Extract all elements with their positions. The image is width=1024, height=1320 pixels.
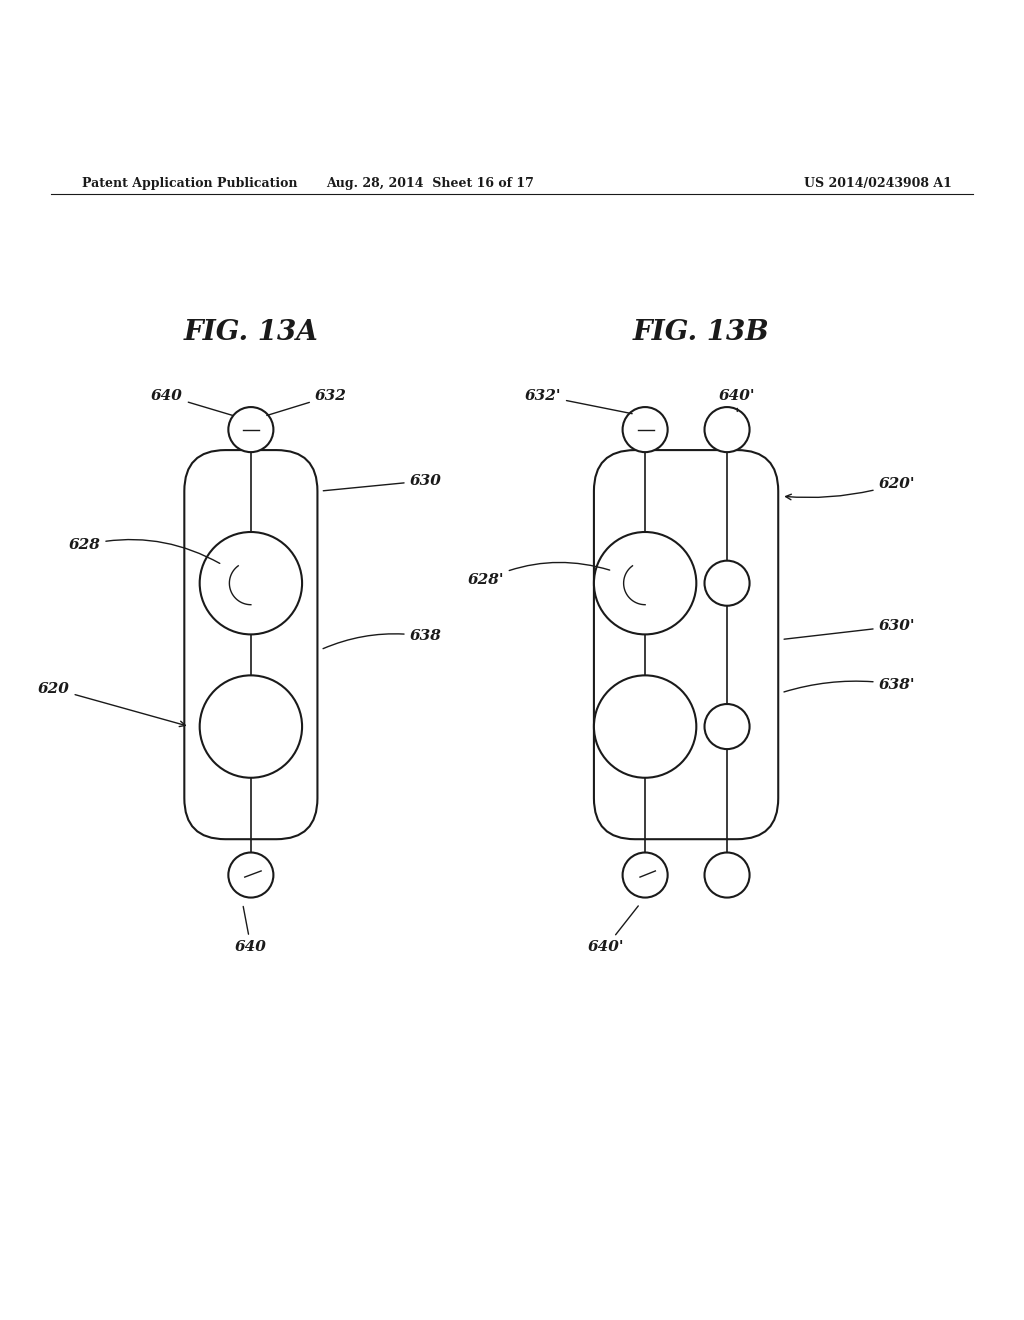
FancyBboxPatch shape: [184, 450, 317, 840]
Circle shape: [705, 561, 750, 606]
Text: 630': 630': [784, 619, 915, 639]
Circle shape: [705, 853, 750, 898]
Text: FIG. 13A: FIG. 13A: [183, 319, 318, 346]
Text: Aug. 28, 2014  Sheet 16 of 17: Aug. 28, 2014 Sheet 16 of 17: [326, 177, 535, 190]
Circle shape: [623, 853, 668, 898]
Circle shape: [705, 407, 750, 453]
Text: 620: 620: [38, 681, 185, 726]
Circle shape: [623, 407, 668, 453]
Text: 632: 632: [267, 389, 347, 416]
Text: 640': 640': [588, 906, 638, 954]
Circle shape: [594, 532, 696, 635]
Text: 640': 640': [719, 389, 756, 412]
Text: 628': 628': [467, 562, 609, 587]
Text: 638': 638': [784, 677, 915, 692]
Text: 630: 630: [324, 474, 441, 491]
Text: 638: 638: [323, 630, 441, 648]
Text: 632': 632': [524, 389, 632, 413]
Circle shape: [594, 676, 696, 777]
Text: 640: 640: [234, 907, 267, 954]
FancyBboxPatch shape: [594, 450, 778, 840]
Text: FIG. 13B: FIG. 13B: [633, 319, 770, 346]
Text: 640: 640: [151, 389, 232, 416]
Circle shape: [705, 704, 750, 748]
Circle shape: [228, 407, 273, 453]
Circle shape: [228, 853, 273, 898]
Text: Patent Application Publication: Patent Application Publication: [82, 177, 297, 190]
Circle shape: [200, 676, 302, 777]
Text: 628: 628: [69, 539, 220, 564]
Text: US 2014/0243908 A1: US 2014/0243908 A1: [805, 177, 952, 190]
Text: 620': 620': [785, 477, 915, 500]
Circle shape: [200, 532, 302, 635]
